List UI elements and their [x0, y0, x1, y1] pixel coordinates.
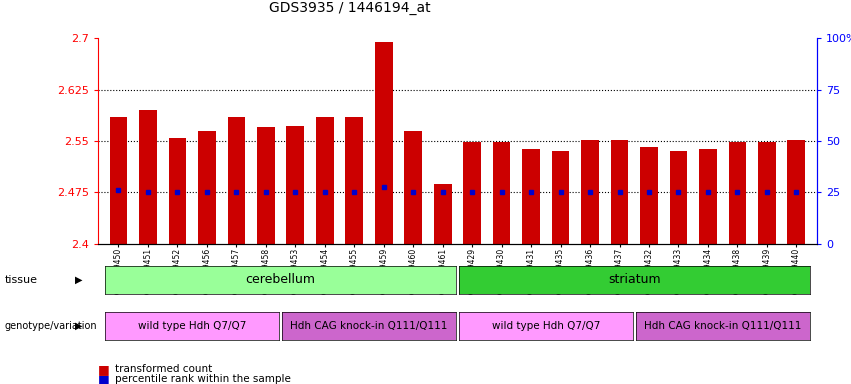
Text: percentile rank within the sample: percentile rank within the sample: [115, 374, 291, 384]
Bar: [346, 117, 363, 244]
Text: ▶: ▶: [75, 321, 83, 331]
Bar: [198, 131, 216, 244]
Bar: [316, 117, 334, 244]
Text: transformed count: transformed count: [115, 364, 212, 374]
Text: genotype/variation: genotype/variation: [4, 321, 97, 331]
Bar: [463, 142, 481, 244]
Bar: [611, 140, 628, 244]
Text: ■: ■: [98, 363, 110, 376]
Bar: [110, 117, 128, 244]
Bar: [375, 42, 392, 244]
Text: Hdh CAG knock-in Q111/Q111: Hdh CAG knock-in Q111/Q111: [644, 321, 802, 331]
Text: cerebellum: cerebellum: [246, 273, 316, 286]
Bar: [227, 117, 245, 244]
Bar: [787, 140, 805, 244]
Bar: [404, 131, 422, 244]
Text: ■: ■: [98, 373, 110, 384]
Text: tissue: tissue: [4, 275, 37, 285]
Bar: [257, 127, 275, 244]
Bar: [758, 142, 776, 244]
Text: wild type Hdh Q7/Q7: wild type Hdh Q7/Q7: [138, 321, 246, 331]
Bar: [523, 149, 540, 244]
Bar: [699, 149, 717, 244]
Text: GDS3935 / 1446194_at: GDS3935 / 1446194_at: [269, 2, 431, 15]
Text: ▶: ▶: [75, 275, 83, 285]
Bar: [139, 110, 157, 244]
Bar: [728, 142, 746, 244]
Text: Hdh CAG knock-in Q111/Q111: Hdh CAG knock-in Q111/Q111: [290, 321, 448, 331]
Bar: [434, 184, 452, 244]
Text: striatum: striatum: [608, 273, 660, 286]
Bar: [493, 142, 511, 244]
Bar: [640, 147, 658, 244]
Bar: [287, 126, 304, 244]
Bar: [581, 140, 599, 244]
Bar: [551, 151, 569, 244]
Text: wild type Hdh Q7/Q7: wild type Hdh Q7/Q7: [492, 321, 600, 331]
Bar: [168, 138, 186, 244]
Bar: [670, 151, 688, 244]
